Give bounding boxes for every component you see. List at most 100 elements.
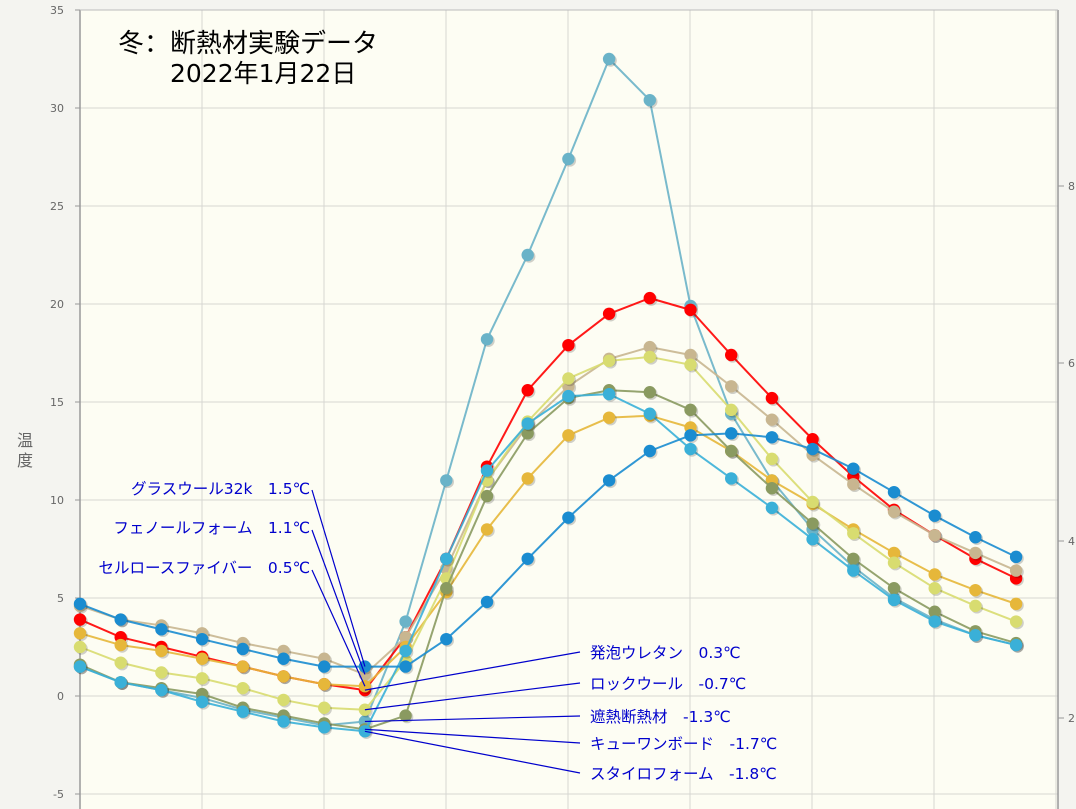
data-point xyxy=(562,338,575,352)
data-point xyxy=(73,627,87,640)
annotation-leader-line xyxy=(311,569,366,687)
data-point xyxy=(725,472,738,485)
annotation-label: フェノールフォーム 1.1℃ xyxy=(113,519,310,537)
y2-tick-label: 4 xyxy=(1068,535,1075,548)
data-point xyxy=(480,489,494,503)
data-point xyxy=(521,417,534,430)
data-point xyxy=(806,442,819,456)
y-tick-label: 25 xyxy=(50,200,64,213)
data-point xyxy=(806,517,819,530)
data-point xyxy=(765,431,779,444)
annotation-layer: グラスウール32k 1.5℃ フェノールフォーム 1.1℃ セルロースファイバー 0… xyxy=(99,480,778,783)
data-point xyxy=(643,444,656,458)
data-point xyxy=(480,464,494,477)
annotation-leader-line xyxy=(311,529,366,675)
data-point xyxy=(806,533,819,546)
y-tick-label: 15 xyxy=(50,396,64,409)
data-point xyxy=(969,629,982,642)
data-point xyxy=(643,291,656,305)
annotation-leader-line xyxy=(364,651,581,691)
data-point xyxy=(73,597,87,611)
annotation-leader-line xyxy=(364,715,581,723)
data-point xyxy=(318,721,331,734)
y-axis-label-char: 温 xyxy=(17,431,33,450)
data-point xyxy=(602,387,616,401)
annotation-label: キューワンボード -1.7℃ xyxy=(590,735,777,753)
data-point xyxy=(480,595,494,609)
data-point xyxy=(562,389,575,403)
data-point xyxy=(725,403,738,417)
data-point xyxy=(684,403,697,417)
data-point xyxy=(440,632,453,646)
y-tick-label: 30 xyxy=(50,102,64,115)
data-point xyxy=(847,552,860,565)
data-point xyxy=(1009,550,1023,564)
data-point xyxy=(114,656,127,669)
data-point xyxy=(114,638,127,652)
data-point xyxy=(847,564,860,577)
data-point xyxy=(602,411,616,424)
data-point xyxy=(399,660,412,673)
data-point xyxy=(399,644,412,658)
data-point xyxy=(684,348,697,362)
data-point xyxy=(806,495,819,509)
data-point xyxy=(358,725,372,738)
data-point xyxy=(236,660,249,673)
data-point xyxy=(440,582,453,595)
data-point xyxy=(643,340,656,354)
y-tick-label: 35 xyxy=(50,4,64,17)
data-point xyxy=(358,703,372,716)
data-point xyxy=(887,485,901,499)
data-point xyxy=(73,613,87,626)
data-point xyxy=(969,531,982,544)
data-point xyxy=(643,93,656,107)
data-point xyxy=(928,568,941,581)
annotation-leader-line xyxy=(311,489,366,667)
data-point xyxy=(643,407,656,420)
data-point xyxy=(562,152,575,166)
data-point xyxy=(725,348,738,362)
data-point xyxy=(1009,597,1023,611)
series-line xyxy=(79,432,1017,668)
y2-tick-label: 8 xyxy=(1068,180,1075,193)
data-point xyxy=(318,701,331,714)
y2-tick-label: 6 xyxy=(1068,357,1075,370)
data-point xyxy=(765,391,779,405)
data-point xyxy=(684,429,697,442)
y-tick-label: 5 xyxy=(57,592,64,605)
data-point xyxy=(928,509,941,522)
data-point xyxy=(399,709,412,722)
data-point xyxy=(562,511,575,524)
data-point xyxy=(277,715,290,728)
data-point xyxy=(155,666,168,679)
series-line xyxy=(79,393,1017,733)
data-point xyxy=(440,552,453,565)
y-axis-label: 温度 xyxy=(17,431,33,470)
data-point xyxy=(521,472,534,485)
data-point xyxy=(806,433,819,446)
plot-background xyxy=(80,10,1058,809)
data-point xyxy=(277,670,290,683)
data-point xyxy=(521,427,534,440)
data-point xyxy=(562,429,575,442)
data-point xyxy=(969,546,982,560)
data-point xyxy=(521,384,534,397)
series-7 xyxy=(73,427,1024,675)
data-point xyxy=(684,358,697,371)
annotation-label: グラスウール32k 1.5℃ xyxy=(131,480,310,498)
data-point xyxy=(277,693,290,707)
data-point xyxy=(887,546,901,560)
data-point xyxy=(195,695,209,709)
data-point xyxy=(440,474,453,487)
data-point xyxy=(684,303,697,317)
data-point xyxy=(684,442,697,456)
data-point xyxy=(765,482,779,495)
data-point xyxy=(277,652,290,665)
annotation-leader-line xyxy=(364,730,581,774)
data-point xyxy=(195,632,209,646)
chart-title-line2: 2022年1月22日 xyxy=(170,59,356,88)
data-point xyxy=(236,642,249,656)
data-point xyxy=(643,350,656,364)
series-line xyxy=(79,346,1017,676)
